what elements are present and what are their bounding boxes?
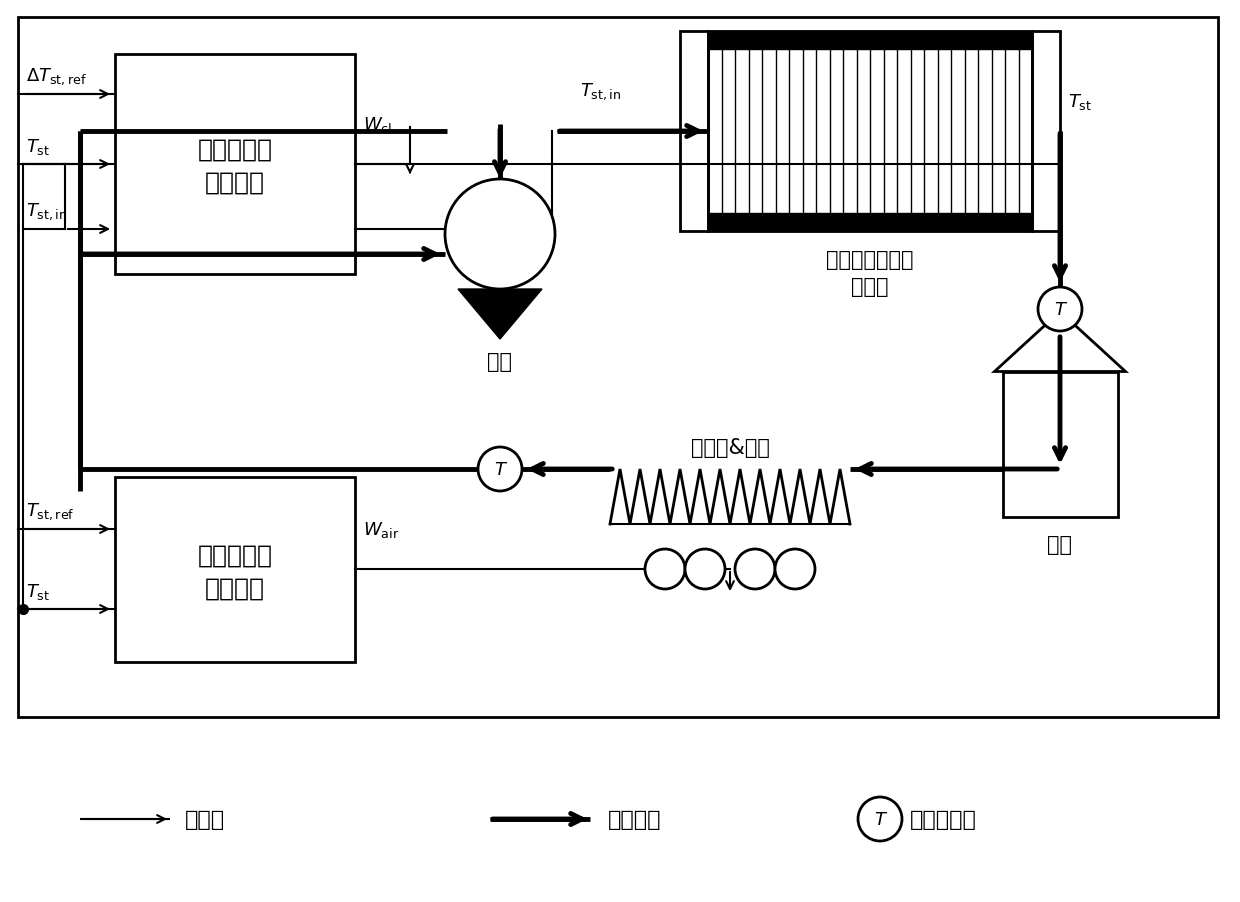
Circle shape — [477, 447, 522, 492]
Text: $T_{\rm st,ref}$: $T_{\rm st,ref}$ — [26, 501, 74, 521]
Text: $T_{\rm st}$: $T_{\rm st}$ — [1068, 92, 1092, 112]
Circle shape — [775, 549, 815, 589]
Circle shape — [445, 179, 556, 290]
Polygon shape — [994, 312, 1126, 373]
Text: $T_{\rm st}$: $T_{\rm st}$ — [26, 137, 50, 157]
Bar — [115, 55, 355, 275]
Text: T: T — [874, 810, 885, 828]
Text: $W_{\rm cl}$: $W_{\rm cl}$ — [363, 115, 392, 135]
Circle shape — [684, 549, 725, 589]
Circle shape — [645, 549, 684, 589]
Circle shape — [858, 797, 901, 841]
Text: T: T — [1054, 300, 1065, 318]
Bar — [115, 477, 355, 662]
Bar — [1002, 373, 1117, 517]
Text: 温度传感器: 温度传感器 — [910, 809, 977, 829]
Bar — [1032, 32, 1060, 232]
Bar — [708, 214, 1032, 232]
Text: $\Delta T_{\rm st,ref}$: $\Delta T_{\rm st,ref}$ — [26, 67, 87, 87]
Bar — [708, 32, 1032, 50]
Polygon shape — [458, 290, 542, 340]
Circle shape — [1038, 288, 1083, 332]
Text: 差控制器: 差控制器 — [205, 170, 265, 195]
Bar — [680, 32, 708, 232]
Text: 冷却水流: 冷却水流 — [608, 809, 661, 829]
Text: $T_{\rm st,in}$: $T_{\rm st,in}$ — [580, 81, 621, 102]
Text: 水泵: 水泵 — [487, 352, 512, 372]
Text: 质子交换膜燃料: 质子交换膜燃料 — [826, 250, 914, 270]
Text: 散热器&风扇: 散热器&风扇 — [691, 437, 770, 457]
Text: $T_{\rm st,in}$: $T_{\rm st,in}$ — [26, 201, 67, 222]
Text: $W_{\rm air}$: $W_{\rm air}$ — [363, 520, 399, 539]
Text: 信号流: 信号流 — [185, 809, 226, 829]
Bar — [19, 18, 1218, 717]
Circle shape — [735, 549, 775, 589]
Text: T: T — [495, 461, 506, 478]
Text: 燃料电池温: 燃料电池温 — [197, 543, 273, 566]
Text: 水箱: 水箱 — [1048, 535, 1073, 555]
Bar — [708, 32, 1032, 232]
Text: $T_{\rm st}$: $T_{\rm st}$ — [26, 582, 50, 602]
Text: 燃料电池温: 燃料电池温 — [197, 138, 273, 161]
Text: 度控制器: 度控制器 — [205, 575, 265, 600]
Text: 电池堆: 电池堆 — [851, 277, 889, 297]
